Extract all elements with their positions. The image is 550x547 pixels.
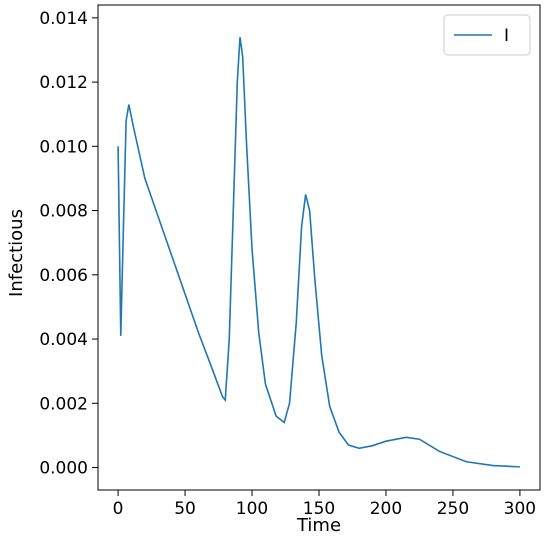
line-series — [117, 37, 520, 468]
x-tick-label: 250 — [437, 499, 469, 519]
y-tick-label: 0.006 — [39, 266, 88, 286]
y-tick-label: 0.008 — [39, 202, 88, 222]
x-tick-label: 300 — [504, 499, 536, 519]
x-tick-label: 50 — [174, 499, 196, 519]
y-tick-label: 0.004 — [39, 330, 88, 350]
legend-label: I — [504, 26, 509, 46]
y-axis-label: Infectious — [6, 209, 27, 297]
x-tick-label: 150 — [303, 499, 335, 519]
x-tick-label: 200 — [370, 499, 402, 519]
x-tick-label: 100 — [236, 499, 268, 519]
x-tick-label: 0 — [113, 499, 124, 519]
y-tick-label: 0.002 — [39, 394, 88, 414]
y-tick-label: 0.014 — [39, 9, 88, 29]
y-tick-label: 0.000 — [39, 459, 88, 479]
x-axis-label: Time — [296, 515, 341, 536]
plot-frame — [97, 4, 541, 491]
y-tick-label: 0.010 — [39, 137, 88, 157]
y-tick-label: 0.012 — [39, 73, 88, 93]
